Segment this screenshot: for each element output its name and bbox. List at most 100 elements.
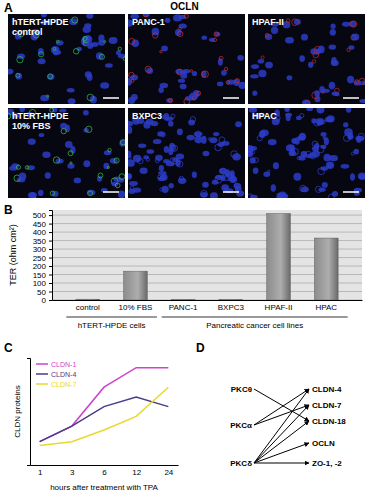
nucleus [356,136,361,143]
axis-title: TER (ohm cm²) [8,224,18,286]
stain [300,185,306,191]
stain [228,174,231,177]
stain [195,131,200,136]
nucleus [51,46,60,54]
nucleus [354,80,362,85]
stain [299,134,305,140]
nucleus [193,90,200,98]
axis-title: hours after treatment with TPA [50,483,158,492]
axis-title: CLDN proteins [13,385,22,437]
nucleus [285,113,292,117]
nucleus [128,121,133,126]
nucleus [161,46,168,52]
nucleus [349,21,356,27]
stain [104,41,106,43]
nucleus [202,182,209,188]
stain [70,162,72,164]
nucleus [250,195,258,198]
stain [98,173,103,178]
tick: 24 [164,465,173,477]
nucleus [187,135,195,141]
stain [261,56,264,59]
nucleus [219,168,227,174]
tick: HPAF-II [265,300,293,312]
stain [248,194,253,198]
nucleus [178,79,185,83]
stain [83,36,87,40]
scale-bar [343,191,359,193]
nucleus [85,35,91,42]
bar [314,238,338,300]
scale-bar [343,97,359,99]
stain [208,138,210,140]
stain [17,57,23,63]
nucleus [109,37,118,44]
image-background [128,108,245,198]
nucleus [98,35,104,42]
tick-label: 350 [33,237,47,246]
nucleus [332,191,338,197]
nucleus [132,40,140,48]
legend-swatch [36,363,48,365]
stain [123,57,125,61]
nucleus [160,83,169,88]
nucleus [329,45,337,50]
node-label: CLDN-4 [312,385,342,394]
stain [177,161,183,167]
stain [114,158,119,163]
nucleus [329,82,336,90]
stain [328,164,331,167]
x-axis: control10% FBSPANC-1BXPC3HPAF-IIHPAC [53,300,363,312]
node-label: CLDN-7 [312,401,342,410]
nucleus [301,151,308,157]
tick-mark [49,224,52,225]
stain [250,150,255,155]
nucleus [220,175,225,181]
nucleus [301,34,308,41]
tick-label: 250 [33,254,47,263]
nucleus [234,183,242,189]
stain [119,174,125,180]
legend-label: CLDN-4 [51,371,76,378]
stain [128,121,130,125]
y-axis: 050100150200250300350400450500 [33,211,53,306]
tick: 100 [33,279,52,288]
stain [39,52,44,57]
grid-line [52,223,362,224]
nucleus [168,121,173,127]
nucleus [344,128,353,136]
nucleus [194,132,203,137]
stain [200,190,207,197]
stain [16,73,20,77]
tick-mark [49,215,52,216]
nucleus [87,190,96,195]
figure: AOCLNhTERT-HPDEcontrolPANC-1HPAF-IIhTERT… [0,0,369,500]
nucleus [19,172,27,180]
nucleus [350,173,355,180]
micrograph: PANC-1 [124,12,246,105]
micrograph: BXPC3 [125,108,245,201]
nucleus [87,74,93,81]
nucleus [178,15,186,19]
nucleus [327,115,335,122]
tick: 50 [37,288,52,297]
group-label: hTERT-HPDE cells [78,321,146,330]
image-label: hTERT-HPDE [12,111,69,121]
nucleus [250,74,258,78]
tick: 350 [33,237,52,246]
nucleus [258,59,265,64]
nucleus [286,75,292,80]
stain [250,108,256,109]
stain [323,137,325,139]
nucleus [322,182,328,188]
nucleus [164,146,169,153]
nucleus [221,184,229,191]
tick: HPAC [315,300,337,312]
nucleus [116,50,121,55]
bar [124,271,148,300]
group-label: Pancreatic cancer cell lines [206,321,303,330]
nucleus [306,108,313,111]
nucleus [358,172,365,179]
cells [250,19,365,104]
tick: BXPC3 [218,300,245,312]
